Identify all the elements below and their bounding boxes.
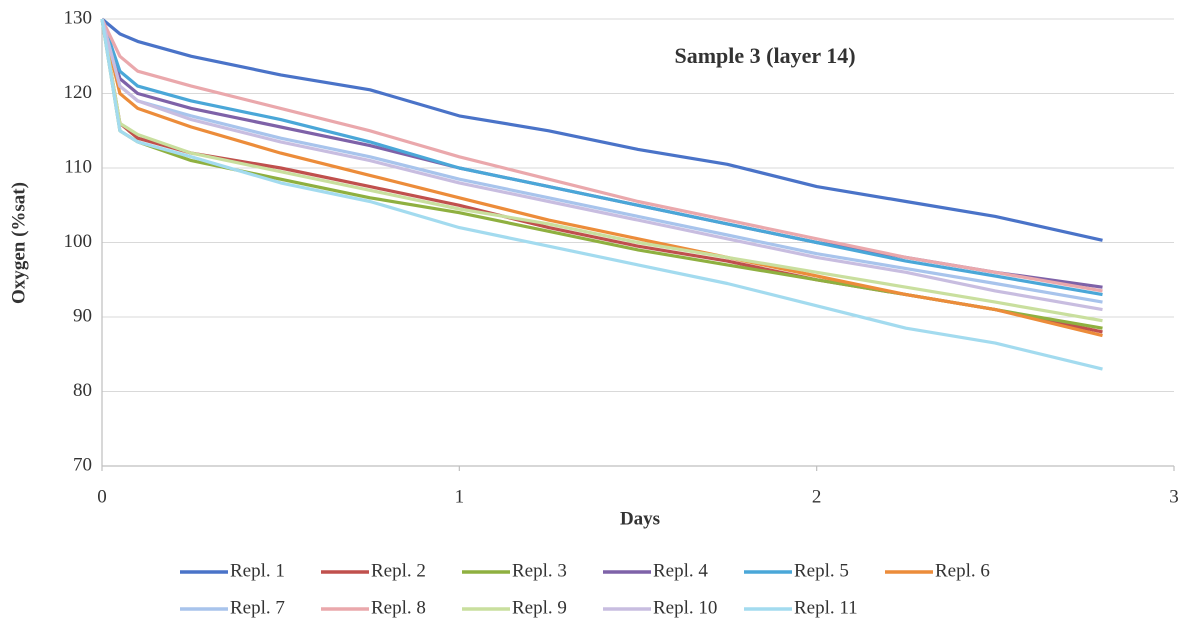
series-line — [100, 18, 1103, 297]
series-line — [100, 18, 1103, 289]
legend-label: Repl. 10 — [653, 597, 717, 618]
series-line — [100, 18, 1103, 312]
series-line — [100, 18, 1103, 371]
series-line — [100, 18, 1103, 304]
legend-label: Repl. 11 — [794, 597, 858, 618]
legend-label: Repl. 5 — [794, 560, 849, 581]
legend-label: Repl. 1 — [230, 560, 285, 581]
y-tick-label: 120 — [64, 82, 93, 103]
series-line — [100, 18, 1103, 338]
y-tick-label: 90 — [73, 305, 92, 326]
legend-label: Repl. 7 — [230, 597, 285, 618]
x-tick-label: 3 — [1169, 486, 1179, 507]
x-axis-label: Days — [620, 508, 660, 529]
series-line — [100, 17, 1103, 242]
legend-label: Repl. 4 — [653, 560, 708, 581]
chart-title: Sample 3 (layer 14) — [674, 43, 855, 68]
legend-label: Repl. 8 — [371, 597, 426, 618]
legend-label: Repl. 3 — [512, 560, 567, 581]
y-tick-label: 70 — [73, 454, 92, 475]
legend-label: Repl. 9 — [512, 597, 567, 618]
y-tick-label: 110 — [64, 156, 92, 177]
legend-label: Repl. 2 — [371, 560, 426, 581]
y-tick-label: 80 — [73, 380, 92, 401]
series-line — [100, 18, 1103, 323]
y-tick-label: 100 — [64, 231, 93, 252]
legend-label: Repl. 6 — [935, 560, 990, 581]
x-tick-label: 1 — [455, 486, 465, 507]
x-tick-label: 2 — [812, 486, 822, 507]
series-line — [100, 18, 1103, 293]
x-tick-label: 0 — [97, 486, 107, 507]
y-tick-label: 130 — [64, 7, 93, 28]
y-axis-label: Oxygen (%sat) — [8, 182, 29, 304]
